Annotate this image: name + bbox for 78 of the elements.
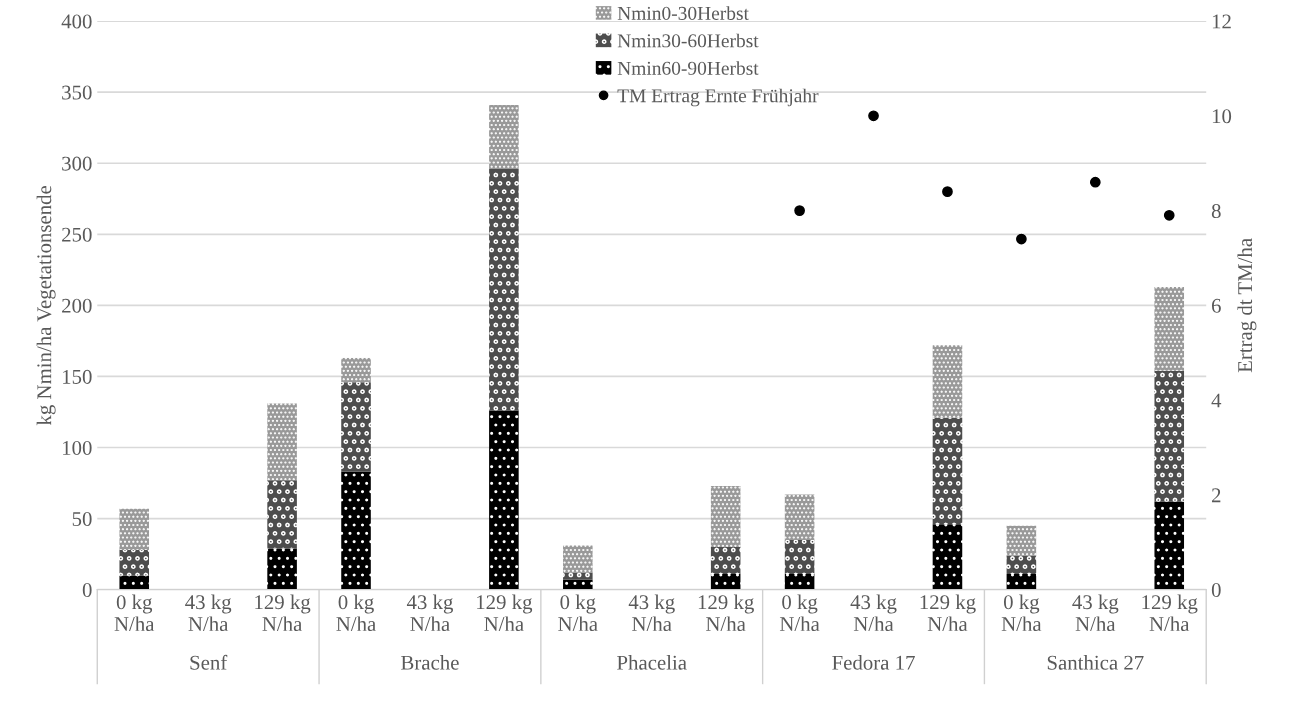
y-tick-label: 150 (63, 369, 92, 384)
y2-tick-label: 2 (1211, 488, 1221, 503)
bar (784, 539, 815, 575)
bar (1006, 525, 1037, 556)
bar (710, 547, 741, 575)
bar (341, 382, 371, 472)
y-axis-title: kg Nmin/ha Vegetationsende (36, 185, 56, 426)
y2-axis-title: Ertrag dt TM/ha (1237, 238, 1257, 373)
y-tick-label: 0 (82, 583, 92, 598)
legend-label: Nmin30-60Herbst (617, 33, 759, 48)
y-tick-label: 350 (62, 85, 92, 100)
y-tick-label: 300 (62, 156, 92, 171)
text: Santhica 27 (1047, 655, 1144, 670)
y2-tick-label: 4 (1211, 393, 1222, 408)
y2-tick-label: 10 (1212, 109, 1232, 124)
y2-tick-label: 8 (1211, 203, 1221, 219)
bar (267, 480, 297, 549)
bar (1006, 574, 1037, 590)
point (1163, 209, 1175, 221)
x-tick-label: 43 kg N/ha (406, 594, 453, 632)
bar (1154, 286, 1185, 371)
y-tick-label: 400 (61, 14, 92, 29)
point (868, 110, 879, 122)
bar (784, 494, 815, 540)
x-tick-label: 129 kg N/ha (1142, 594, 1198, 632)
bar (1154, 370, 1185, 502)
text: Senf (190, 654, 228, 670)
bar (932, 417, 963, 525)
bar (119, 508, 150, 550)
legend-label: Nmin60-90Herbst (617, 61, 759, 75)
text: Brache (401, 655, 459, 670)
bar (119, 549, 150, 576)
x-tick-label: 0 kg N/ha (779, 594, 820, 632)
bar (932, 345, 963, 418)
y-tick-label: 200 (62, 298, 92, 313)
bar (489, 168, 519, 411)
y-tick-label: 50 (72, 511, 92, 527)
x-tick-label: 43 kg N/ha (185, 594, 232, 632)
bar (563, 572, 593, 580)
bar (489, 410, 519, 590)
bar (267, 548, 297, 590)
bar (267, 403, 297, 481)
x-tick-label: 0 kg N/ha (114, 594, 155, 632)
x-tick-label: 0 kg N/ha (336, 594, 376, 632)
bar (341, 471, 371, 590)
x-tick-label: 129 kg N/ha (920, 594, 976, 632)
bar (119, 575, 150, 590)
bar (784, 574, 815, 590)
bar (1154, 501, 1185, 590)
text: Phacelia (617, 655, 687, 670)
bar (1006, 555, 1037, 575)
point (794, 205, 805, 216)
bar (563, 545, 593, 573)
legend-label: TM Ertrag Ernte Frühjahr (617, 88, 819, 107)
point (942, 186, 953, 197)
x-tick-label: 43 kg N/ha (628, 594, 675, 632)
x-tick-label: 129 kg N/ha (255, 594, 311, 632)
y2-tick-label: 6 (1211, 298, 1221, 313)
bar (932, 524, 963, 590)
text: Fedora 17 (832, 655, 915, 670)
x-tick-label: 0 kg N/ha (558, 594, 598, 632)
bar (710, 574, 741, 590)
legend-label: Nmin0-30Herbst (617, 6, 749, 20)
y-tick-label: 250 (62, 227, 92, 242)
x-tick-label: 43 kg N/ha (1072, 594, 1119, 632)
x-tick-label: 129 kg N/ha (477, 594, 533, 632)
bar (710, 485, 741, 548)
y2-tick-label: 0 (1211, 583, 1221, 598)
bar (563, 579, 593, 590)
x-tick-label: 43 kg N/ha (850, 594, 897, 632)
x-tick-label: 129 kg N/ha (698, 594, 754, 632)
y2-tick-label: 12 (1212, 14, 1231, 29)
x-tick-label: 0 kg N/ha (1001, 594, 1042, 632)
y-tick-label: 100 (63, 440, 92, 455)
bar (341, 357, 371, 383)
point (1016, 233, 1027, 245)
point (1089, 176, 1101, 188)
bar (489, 104, 519, 169)
